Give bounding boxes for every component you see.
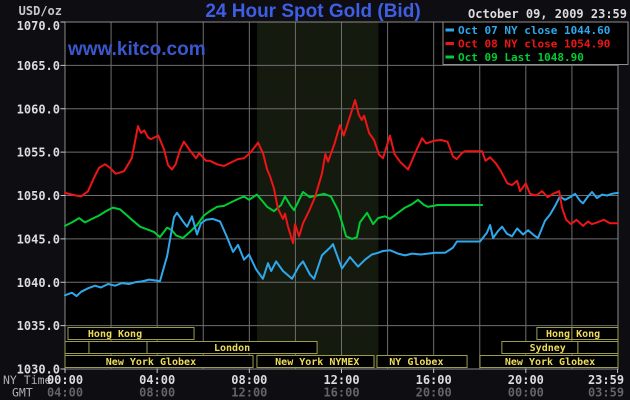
session-label-hong-kong: Hong Kong — [88, 329, 142, 340]
x-axis-label-gmt: 00:00 — [508, 386, 544, 400]
session-label-london: London — [214, 343, 250, 354]
x-axis-label-gmt: 08:00 — [139, 386, 175, 400]
x-axis-label-ny: 12:00 — [323, 373, 359, 387]
y-axis-label: 1070.0 — [17, 19, 60, 33]
page-title: 24 Hour Spot Gold (Bid) — [205, 1, 420, 22]
x-axis-label-gmt: 20:00 — [416, 386, 452, 400]
y-axis-label: 1040.0 — [17, 276, 60, 290]
session-label-new-york-globex: New York Globex — [106, 357, 196, 368]
price-line-oct-08 — [64, 99, 619, 245]
session-box — [67, 327, 195, 340]
plot-overlay: 1070.0 1065.0 1060.0 1055.0 1050.0 1045.0 1040… — [17, 19, 629, 400]
x-axis-label-ny: 20:00 — [508, 373, 544, 387]
legend-item-label: Oct 07 NY close 1044.60 — [458, 24, 610, 37]
session-label-hong-kong: Hong Kong — [546, 329, 600, 340]
legend-item-label: Oct 08 NY close 1054.90 — [458, 38, 610, 51]
x-axis-label-gmt: 16:00 — [323, 386, 359, 400]
session-label-new-york-globex: New York Globex — [505, 357, 595, 368]
x-axis-label-ny: 16:00 — [416, 373, 452, 387]
x-axis-label-ny: 23:59 — [588, 373, 624, 387]
session-box — [64, 355, 254, 368]
y-axis-label: 1055.0 — [17, 146, 60, 160]
price-line-oct-07 — [64, 191, 619, 298]
session-box — [256, 355, 375, 368]
x-axis-label-gmt: 03:59 — [588, 386, 624, 400]
x-axis-label-ny: 00:00 — [47, 373, 83, 387]
legend-box — [442, 21, 629, 65]
session-box — [64, 341, 90, 354]
y-axis-label: 1050.0 — [17, 189, 60, 203]
kitco-watermark: www.kitco.com — [67, 39, 206, 60]
session-label-new-york-nymex: New York NYMEX — [275, 357, 359, 368]
y-axis-label: 1060.0 — [17, 102, 60, 116]
session-box — [479, 355, 619, 368]
ny-time-axis-caption: NY Time — [3, 373, 52, 387]
session-box — [88, 341, 148, 354]
y-axis-label: 1065.0 — [17, 59, 60, 73]
gmt-axis-caption: GMT — [12, 386, 33, 400]
session-box — [577, 341, 619, 354]
chart-datetime: October 09, 2009 23:59 — [468, 7, 627, 21]
y-axis-unit-label: USD/oz — [19, 4, 62, 18]
y-axis-label: 1030.0 — [17, 363, 60, 377]
x-axis-label-gmt: 04:00 — [47, 386, 83, 400]
legend-item-label: Oct 09 Last 1048.90 — [458, 51, 584, 64]
x-axis-label-gmt: 12:00 — [231, 386, 267, 400]
session-box — [571, 327, 619, 340]
x-axis-label-ny: 04:00 — [139, 373, 175, 387]
y-axis-label: 1045.0 — [17, 232, 60, 246]
x-axis-label-ny: 08:00 — [231, 373, 267, 387]
session-box — [376, 355, 468, 368]
price-line-oct-09-today-ends-18-06- — [64, 191, 484, 240]
session-box — [146, 341, 318, 354]
session-label-ny-globex: NY Globex — [389, 357, 443, 368]
y-axis-label: 1035.0 — [17, 319, 60, 333]
session-label-sydney: Sydney — [530, 343, 566, 354]
